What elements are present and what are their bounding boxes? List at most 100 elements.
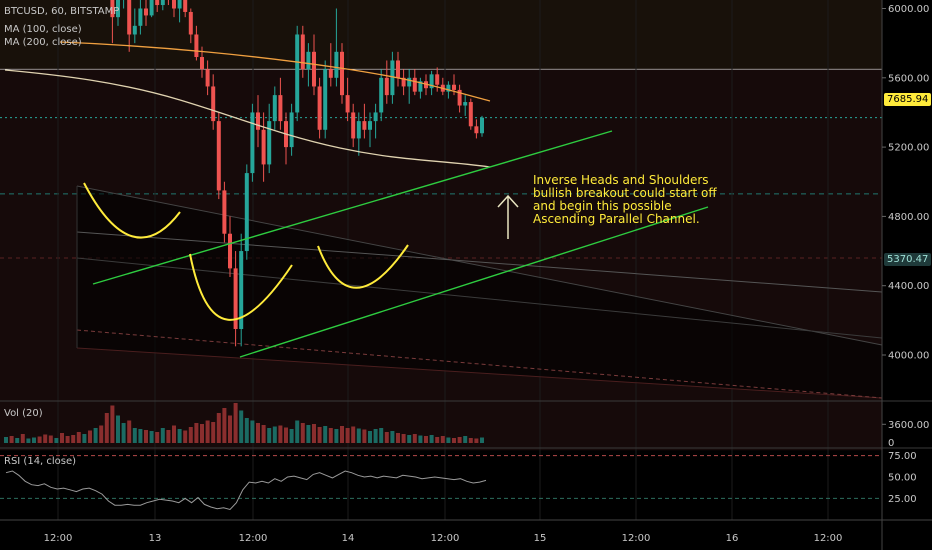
tick-labels: 8800.008400.008000.007600.007200.006800.… — [44, 4, 930, 544]
candle-body — [429, 74, 434, 89]
candle-body — [267, 121, 272, 165]
candle-body — [300, 34, 305, 70]
volume-bar — [289, 429, 294, 443]
volume-bar — [132, 428, 137, 443]
candle-body — [155, 0, 160, 6]
ma200-legend[interactable]: MA (200, close) — [4, 37, 82, 48]
ma100-legend[interactable]: MA (100, close) — [4, 24, 82, 35]
price-tick-label: 4800.00 — [888, 212, 929, 223]
time-tick-label: 12:00 — [622, 533, 651, 544]
volume-bar — [295, 420, 300, 443]
volume-bar — [457, 437, 462, 443]
volume-bar — [463, 436, 468, 443]
volume-bar — [183, 430, 188, 443]
volume-bar — [116, 415, 120, 443]
volume-bar — [205, 420, 210, 443]
candle-body — [116, 0, 120, 18]
annotation-text[interactable]: Inverse Heads and Shoulders bullish brea… — [533, 173, 717, 226]
rsi-line — [5, 470, 487, 511]
volume-bar — [328, 428, 333, 443]
volume-bar — [76, 432, 81, 443]
candle-body — [474, 126, 479, 134]
candle-body — [160, 0, 165, 6]
moving-averages — [4, 41, 491, 168]
channel-mid — [76, 231, 883, 293]
channel-upper — [76, 185, 883, 346]
volume-bar — [166, 430, 171, 443]
volume-bar — [452, 438, 456, 443]
left-shoulder-curve — [83, 182, 181, 239]
candle-body — [244, 173, 249, 252]
volume-series — [0, 400, 932, 443]
volume-legend[interactable]: Vol (20) — [4, 408, 43, 419]
volume-bar — [429, 435, 434, 443]
candle-body — [480, 117, 484, 134]
volume-bar — [440, 436, 445, 443]
candle-body — [183, 0, 188, 12]
candle-body — [149, 0, 154, 16]
candle-body — [205, 69, 210, 87]
volume-bar — [160, 428, 165, 443]
volume-bar — [222, 408, 227, 443]
ma100-line — [4, 69, 491, 168]
rsi-legend[interactable]: RSI (14, close) — [4, 456, 77, 467]
candle-body — [172, 0, 176, 9]
volume-bar — [188, 427, 193, 443]
volume-bar — [384, 432, 389, 443]
volume-bar — [48, 435, 53, 443]
drawing-tools[interactable] — [83, 130, 709, 358]
time-tick-label: 16 — [726, 533, 739, 544]
up-arrow-head — [497, 194, 519, 208]
volume-bar — [250, 420, 255, 443]
candle-body — [435, 74, 440, 85]
volume-bar — [435, 437, 440, 443]
volume-bar — [340, 426, 344, 443]
volume-bar — [104, 413, 109, 443]
right-shoulder-curve — [317, 244, 409, 289]
volume-bar — [474, 438, 479, 443]
volume-bar — [177, 429, 182, 443]
candle-body — [250, 112, 255, 174]
candle-body — [407, 77, 412, 87]
ma200-line — [59, 41, 491, 102]
candle-body — [239, 251, 244, 330]
volume-bar — [88, 430, 92, 443]
volume-bar — [356, 428, 361, 443]
zone-band — [0, 0, 882, 70]
candle-body — [368, 121, 372, 130]
candle-body — [144, 8, 148, 16]
time-tick-label: 12:00 — [44, 533, 73, 544]
rsi-tick-label: 75.00 — [888, 451, 917, 462]
volume-bar — [368, 431, 372, 443]
candle-body — [295, 34, 300, 113]
volume-bar — [9, 436, 14, 443]
candle-body — [396, 60, 400, 78]
volume-bar — [37, 436, 42, 443]
volume-bar — [306, 425, 311, 443]
candle-body — [272, 95, 277, 122]
rsi-tick-label: 25.00 — [888, 494, 917, 505]
volume-bar — [312, 424, 316, 443]
symbol-legend[interactable]: BTCUSD, 60, BITSTAMP — [4, 6, 120, 17]
candle-body — [132, 25, 137, 35]
candle-body — [457, 89, 462, 106]
volume-bar — [362, 429, 367, 443]
volume-bar — [373, 429, 378, 443]
candle-body — [317, 86, 322, 130]
candle-body — [452, 84, 456, 90]
candle-body — [216, 121, 221, 191]
candle-body — [110, 0, 115, 18]
volume-bar — [20, 434, 25, 443]
volume-bar — [99, 425, 104, 443]
volume-bar — [43, 434, 48, 443]
channel-line-lower — [239, 206, 709, 358]
channel-dashed — [76, 329, 883, 399]
volume-bar — [396, 433, 400, 443]
time-tick-label: 14 — [342, 533, 355, 544]
price-tick-label: 5600.00 — [888, 73, 929, 84]
volume-bar — [323, 426, 328, 443]
candle-body — [463, 102, 468, 106]
candle-series[interactable] — [4, 0, 484, 347]
volume-bar — [239, 410, 244, 443]
